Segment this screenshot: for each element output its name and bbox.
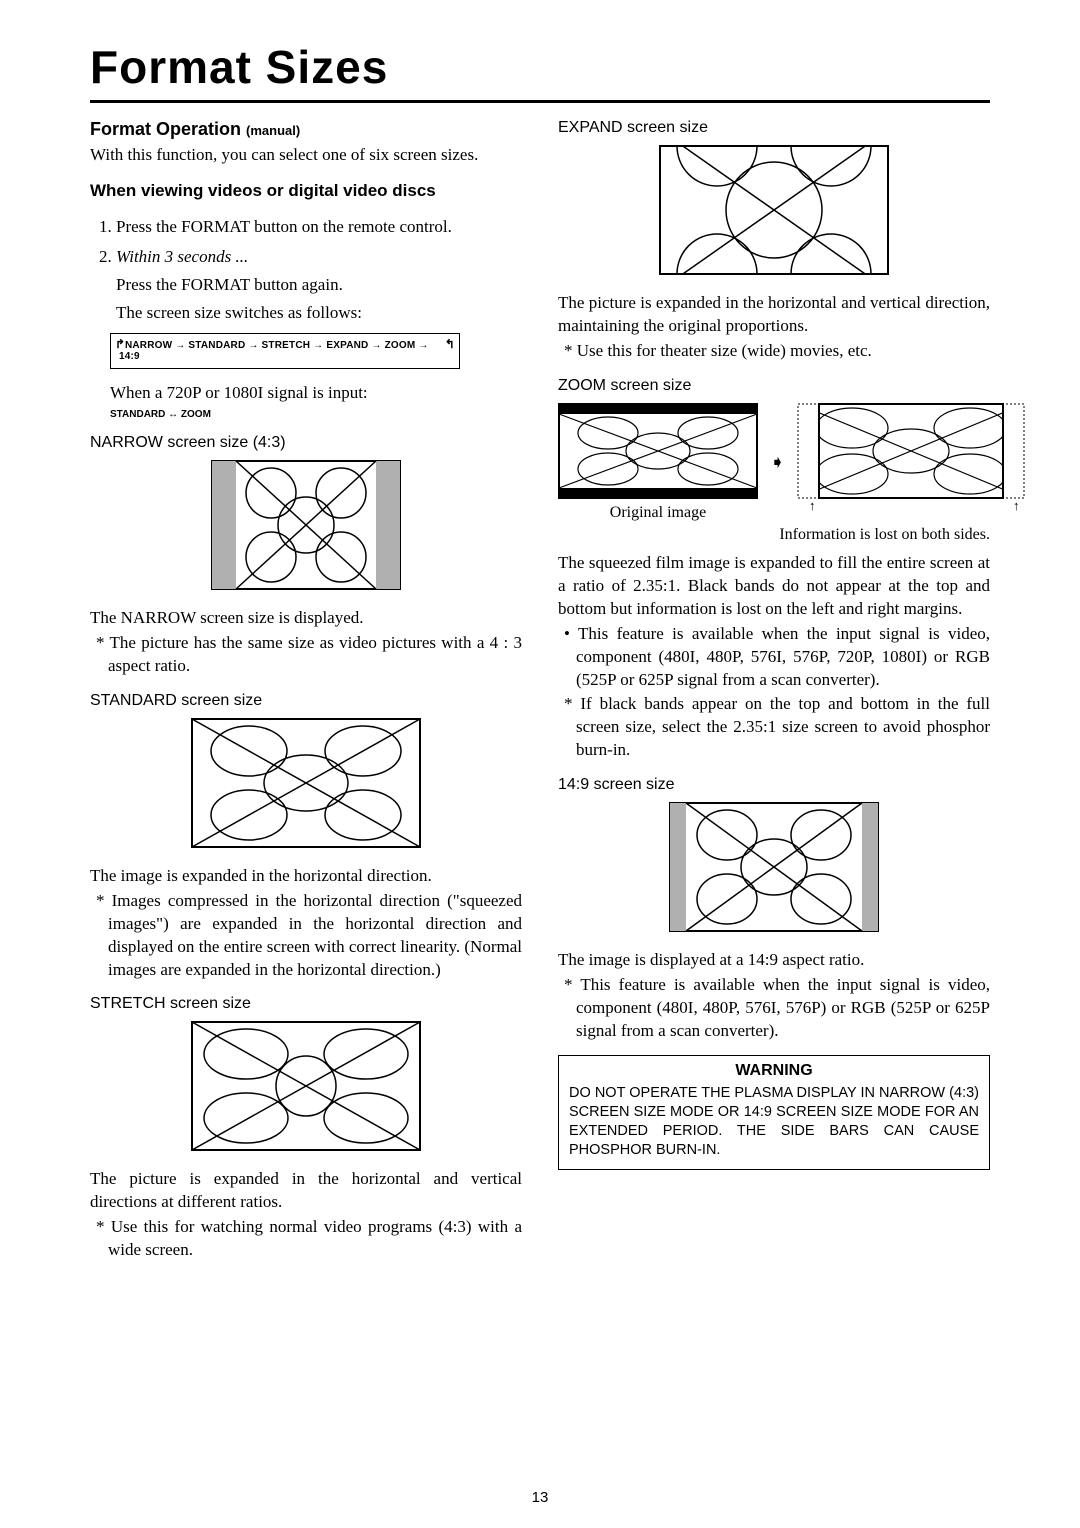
r149-label: 14:9 screen size	[558, 776, 990, 794]
zoom-original-caption: Original image	[558, 504, 758, 522]
intro-text: With this function, you can select one o…	[90, 144, 522, 167]
zoom-result-side: ↑ ↑	[797, 403, 1025, 516]
warning-title: WARNING	[569, 1062, 979, 1080]
zoom-label: ZOOM screen size	[558, 377, 990, 395]
step-2b: Press the FORMAT button again.	[116, 275, 522, 295]
r149-note: * This feature is available when the inp…	[558, 974, 990, 1043]
zoom-info-lost: Information is lost on both sides.	[558, 526, 990, 544]
standard-diagram	[90, 718, 522, 853]
two-column-layout: Format Operation (manual) With this func…	[90, 119, 990, 1262]
heading-text: Format Operation	[90, 119, 241, 139]
expand-label: EXPAND screen size	[558, 119, 990, 137]
standard-note: * Images compressed in the horizontal di…	[90, 890, 522, 982]
flow-text: NARROW → STANDARD → STRETCH → EXPAND → Z…	[119, 340, 429, 362]
step-2a: Within 3 seconds ...	[116, 247, 248, 266]
narrow-desc: The NARROW screen size is displayed.	[90, 607, 522, 630]
page-number: 13	[0, 1489, 1080, 1506]
step-1-text: Press the FORMAT button on the remote co…	[116, 217, 452, 236]
narrow-label: NARROW screen size (4:3)	[90, 434, 522, 452]
expand-diagram	[558, 145, 990, 280]
page-title: Format Sizes	[90, 40, 990, 103]
r149-diagram	[558, 802, 990, 937]
expand-desc: The picture is expanded in the horizonta…	[558, 292, 990, 338]
step-1: Press the FORMAT button on the remote co…	[116, 217, 522, 237]
expand-note: * Use this for theater size (wide) movie…	[558, 340, 990, 363]
standard-desc: The image is expanded in the horizontal …	[90, 865, 522, 888]
format-operation-heading: Format Operation (manual)	[90, 119, 522, 140]
r149-desc: The image is displayed at a 14:9 aspect …	[558, 949, 990, 972]
narrow-diagram	[90, 460, 522, 595]
arrow-right-icon: ➧	[770, 452, 785, 473]
steps-list: Press the FORMAT button on the remote co…	[90, 217, 522, 323]
standard-label: STANDARD screen size	[90, 692, 522, 710]
stretch-label: STRETCH screen size	[90, 995, 522, 1013]
zoom-result-diagram: ↑ ↑	[797, 403, 1025, 511]
heading-sub: (manual)	[246, 123, 300, 138]
zoom-note: * If black bands appear on the top and b…	[558, 693, 990, 762]
zoom-bullet: • This feature is available when the inp…	[558, 623, 990, 692]
flow-sequence-box: NARROW → STANDARD → STRETCH → EXPAND → Z…	[110, 333, 460, 369]
narrow-note: * The picture has the same size as video…	[90, 632, 522, 678]
zoom-original-diagram	[558, 403, 758, 499]
column-right: EXPAND screen size The picture is expand…	[558, 119, 990, 1262]
stretch-note: * Use this for watching normal video pro…	[90, 1216, 522, 1262]
warning-body: DO NOT OPERATE THE PLASMA DISPLAY IN NAR…	[569, 1084, 979, 1159]
warning-box: WARNING DO NOT OPERATE THE PLASMA DISPLA…	[558, 1055, 990, 1170]
step-2: Within 3 seconds ... Press the FORMAT bu…	[116, 247, 522, 323]
subheading: When viewing videos or digital video dis…	[90, 181, 522, 201]
standard-zoom-toggle: STANDARD ↔ ZOOM	[110, 409, 522, 420]
zoom-desc: The squeezed film image is expanded to f…	[558, 552, 990, 621]
stretch-diagram	[90, 1021, 522, 1156]
svg-text:↑: ↑	[1013, 498, 1020, 511]
signal-line: When a 720P or 1080I signal is input:	[110, 383, 522, 403]
stretch-desc: The picture is expanded in the horizonta…	[90, 1168, 522, 1214]
zoom-diagram-pair: Original image ➧	[558, 403, 990, 522]
svg-text:↑: ↑	[809, 498, 816, 511]
zoom-original-side: Original image	[558, 403, 758, 522]
step-2c: The screen size switches as follows:	[116, 303, 522, 323]
column-left: Format Operation (manual) With this func…	[90, 119, 522, 1262]
